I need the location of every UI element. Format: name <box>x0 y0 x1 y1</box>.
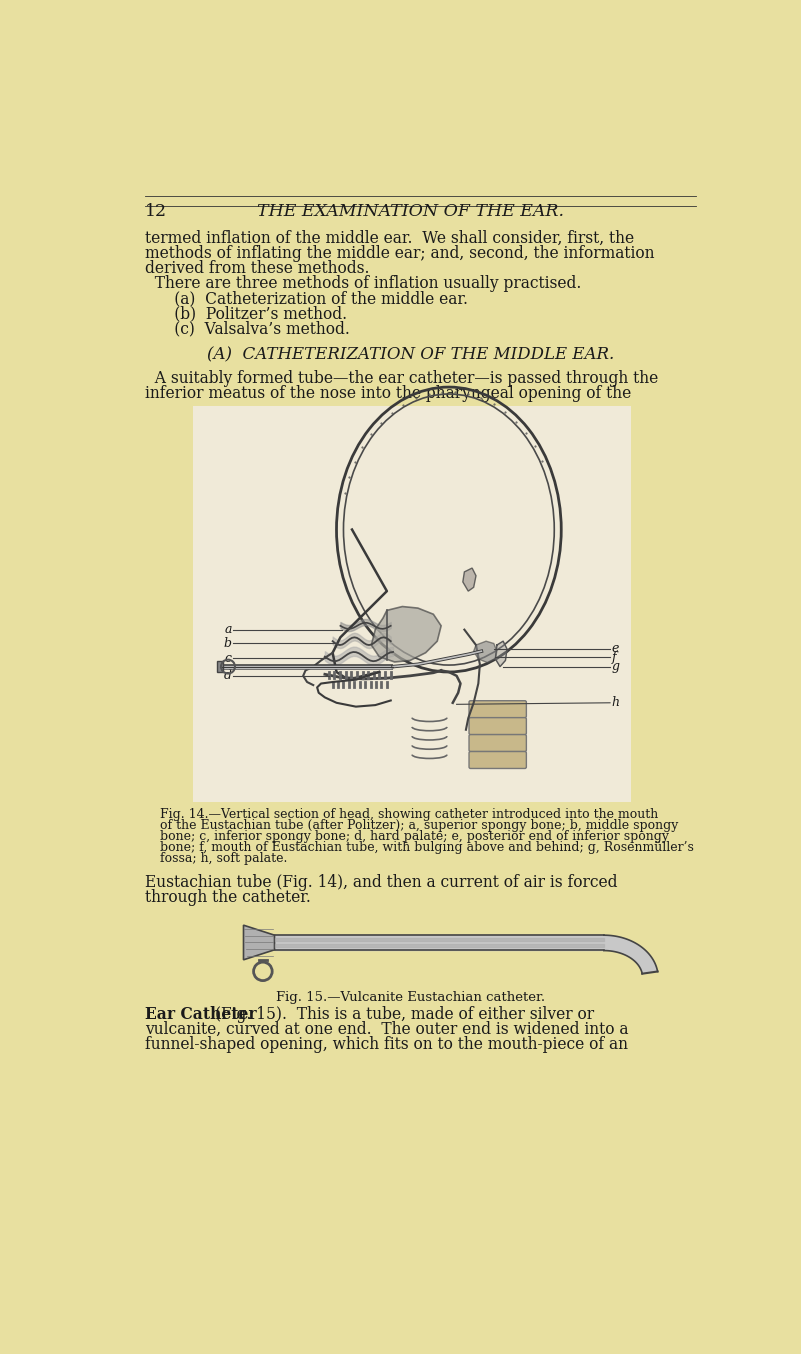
Bar <box>193 406 631 802</box>
FancyBboxPatch shape <box>469 751 526 769</box>
Polygon shape <box>604 936 658 974</box>
Text: c: c <box>225 651 231 665</box>
Text: h: h <box>612 696 620 709</box>
Text: of the Eustachian tube (after Politzer); a, superior spongy bone; b, middle spon: of the Eustachian tube (after Politzer);… <box>160 819 678 831</box>
Text: Ear Catheter: Ear Catheter <box>145 1006 256 1024</box>
Text: f: f <box>612 651 616 663</box>
Polygon shape <box>372 607 441 662</box>
Text: 12: 12 <box>145 203 167 219</box>
Text: There are three methods of inflation usually practised.: There are three methods of inflation usu… <box>145 275 582 292</box>
Text: termed inflation of the middle ear.  We shall consider, first, the: termed inflation of the middle ear. We s… <box>145 230 634 248</box>
Text: methods of inflating the middle ear; and, second, the information: methods of inflating the middle ear; and… <box>145 245 654 263</box>
FancyBboxPatch shape <box>469 718 526 735</box>
Text: (c)  Valsalva’s method.: (c) Valsalva’s method. <box>145 321 350 337</box>
Text: bone; f, mouth of Eustachian tube, with bulging above and behind; g, Rosenmüller: bone; f, mouth of Eustachian tube, with … <box>160 841 694 854</box>
Text: A suitably formed tube—the ear catheter—is passed through the: A suitably formed tube—the ear catheter—… <box>145 370 658 387</box>
Bar <box>217 661 223 672</box>
Text: vulcanite, curved at one end.  The outer end is widened into a: vulcanite, curved at one end. The outer … <box>145 1021 628 1039</box>
Text: THE EXAMINATION OF THE EAR.: THE EXAMINATION OF THE EAR. <box>257 203 565 219</box>
FancyBboxPatch shape <box>469 735 526 751</box>
Text: (b)  Politzer’s method.: (b) Politzer’s method. <box>145 305 347 322</box>
FancyBboxPatch shape <box>469 701 526 718</box>
Polygon shape <box>244 925 275 960</box>
Text: d: d <box>223 669 231 682</box>
Text: Eustachian tube (Fig. 14), and then a current of air is forced: Eustachian tube (Fig. 14), and then a cu… <box>145 875 618 891</box>
Text: e: e <box>612 642 619 655</box>
Text: b: b <box>223 636 231 650</box>
Text: fossa; h, soft palate.: fossa; h, soft palate. <box>160 853 288 865</box>
Text: through the catheter.: through the catheter. <box>145 890 311 906</box>
Text: Fig. 15.—Vulcanite Eustachian catheter.: Fig. 15.—Vulcanite Eustachian catheter. <box>276 991 545 1003</box>
Text: (a)  Catheterization of the middle ear.: (a) Catheterization of the middle ear. <box>145 290 468 307</box>
Text: derived from these methods.: derived from these methods. <box>145 260 369 278</box>
Text: funnel-shaped opening, which fits on to the mouth-piece of an: funnel-shaped opening, which fits on to … <box>145 1036 628 1053</box>
Text: Fig. 14.—Vertical section of head, showing catheter introduced into the mouth: Fig. 14.—Vertical section of head, showi… <box>160 808 658 821</box>
Text: a: a <box>224 623 231 636</box>
Text: bone; c, inferior spongy bone; d, hard palate; e, posterior end of inferior spon: bone; c, inferior spongy bone; d, hard p… <box>160 830 670 844</box>
Text: (Fig. 15).  This is a tube, made of either silver or: (Fig. 15). This is a tube, made of eithe… <box>215 1006 594 1024</box>
Polygon shape <box>463 569 476 592</box>
Text: inferior meatus of the nose into the pharyngeal opening of the: inferior meatus of the nose into the pha… <box>145 385 631 402</box>
Text: (A)  CATHETERIZATION OF THE MIDDLE EAR.: (A) CATHETERIZATION OF THE MIDDLE EAR. <box>207 347 614 363</box>
Polygon shape <box>495 642 507 666</box>
Text: g: g <box>612 661 620 673</box>
Polygon shape <box>473 642 497 662</box>
